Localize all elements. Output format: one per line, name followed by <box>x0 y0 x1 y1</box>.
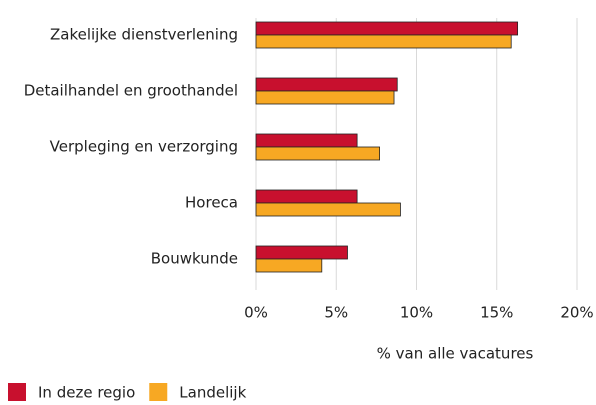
bar <box>255 202 401 217</box>
bar <box>255 258 323 273</box>
bar <box>255 77 398 92</box>
bar <box>255 189 358 204</box>
x-tick-label: 5% <box>324 304 348 322</box>
y-tick-label: Zakelijke dienstverlening <box>50 26 238 44</box>
y-tick-label: Detailhandel en groothandel <box>24 82 238 100</box>
legend-swatch <box>149 383 168 401</box>
bar <box>255 133 358 148</box>
x-axis-label: % van alle vacatures <box>377 345 534 363</box>
bar <box>255 146 380 161</box>
bar <box>255 245 348 260</box>
y-tick-label: Horeca <box>185 194 238 212</box>
bar <box>255 34 512 49</box>
legend-swatch <box>8 383 26 401</box>
legend-label: In deze regio <box>38 384 135 402</box>
bar <box>255 90 395 105</box>
y-tick-label: Verpleging en verzorging <box>50 138 238 156</box>
bar <box>255 21 519 36</box>
y-tick-label: Bouwkunde <box>151 250 238 268</box>
x-tick-label: 20% <box>560 304 593 322</box>
x-tick-label: 15% <box>480 304 513 322</box>
legend-label: Landelijk <box>179 384 246 402</box>
x-tick-label: 0% <box>244 304 268 322</box>
x-tick-label: 10% <box>400 304 433 322</box>
